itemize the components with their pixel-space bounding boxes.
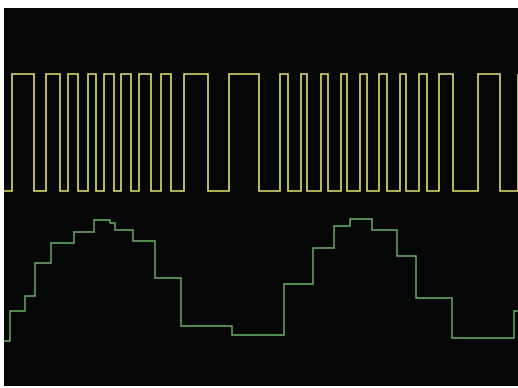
waveform-display [4,73,518,342]
oscilloscope-screen [4,8,518,386]
stepped-sine-trace [4,218,518,342]
digital-pwm-trace [4,73,518,192]
